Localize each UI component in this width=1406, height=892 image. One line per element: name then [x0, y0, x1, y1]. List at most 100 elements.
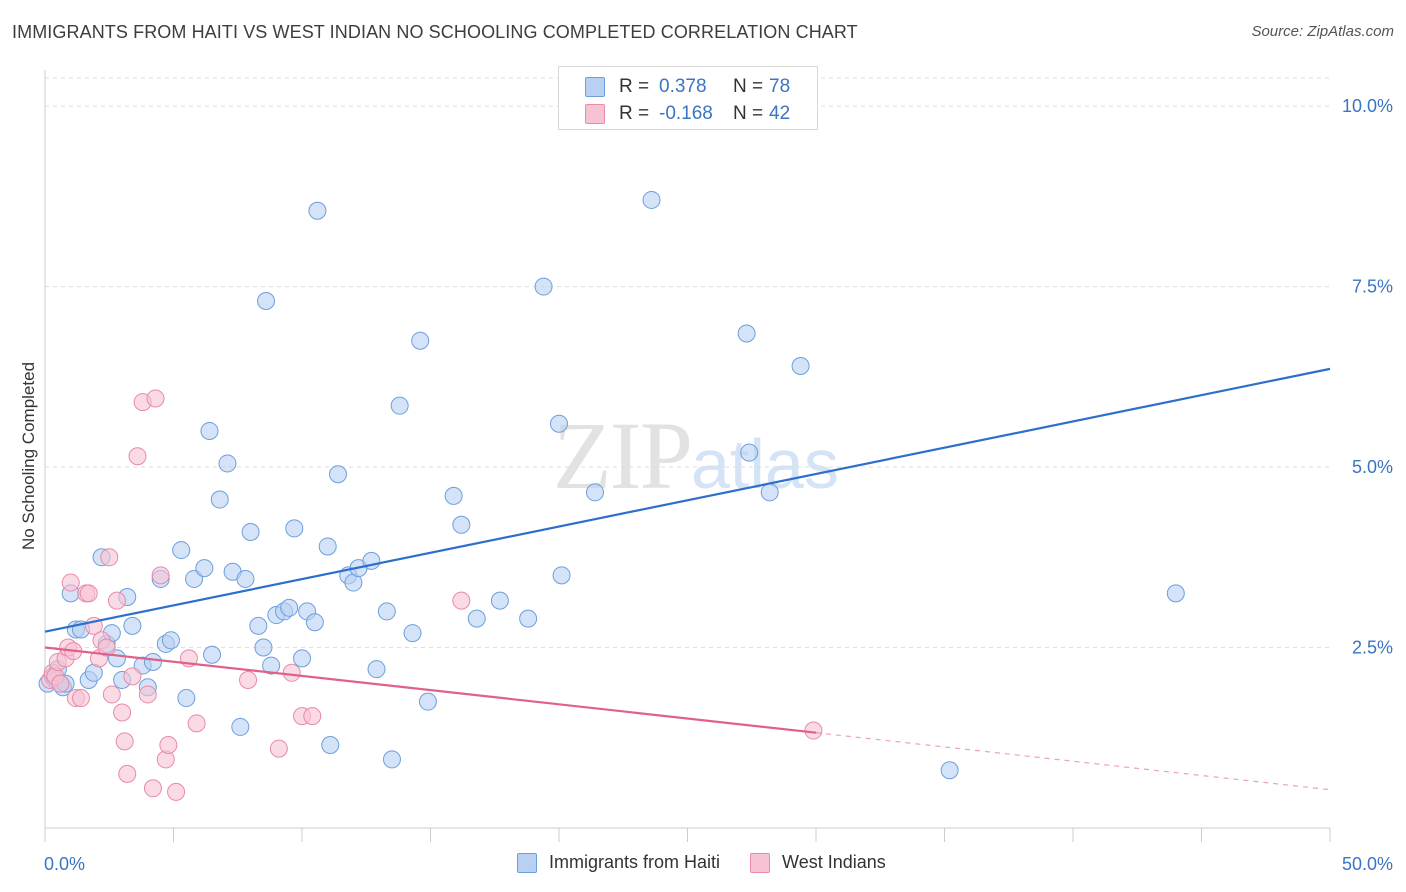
legend-r-value: -0.168	[659, 103, 713, 124]
x-tick-label: 0.0%	[44, 854, 85, 874]
series-label-haiti: Immigrants from Haiti	[549, 852, 721, 872]
y-tick-label: 5.0%	[1352, 457, 1393, 477]
west-indians-point	[303, 707, 322, 726]
west-indians-point	[452, 591, 471, 610]
haiti-point	[791, 356, 810, 375]
haiti-point	[285, 519, 304, 538]
chart-title: IMMIGRANTS FROM HAITI VS WEST INDIAN NO …	[12, 22, 858, 42]
haiti-point	[490, 591, 509, 610]
series-swatch-haiti	[517, 852, 537, 873]
haiti-point	[143, 652, 162, 671]
haiti-point	[249, 616, 268, 635]
legend-r-label: R =	[619, 103, 650, 124]
y-tick-label: 7.5%	[1352, 277, 1393, 297]
series-label-west-indians: West Indians	[782, 852, 886, 872]
haiti-point	[195, 559, 214, 578]
legend-row-haiti: R = 0.378 N = 78	[585, 74, 790, 100]
west-indians-point	[187, 714, 206, 733]
haiti-point	[257, 292, 276, 311]
haiti-point	[254, 638, 273, 657]
haiti-point	[318, 537, 337, 556]
series-legend-haiti: Immigrants from Haiti	[517, 852, 720, 873]
west-indians-point	[123, 667, 142, 686]
haiti-point	[231, 717, 250, 736]
legend-n-value: 42	[769, 103, 791, 124]
y-tick-label: 2.5%	[1352, 638, 1393, 658]
haiti-point	[377, 602, 396, 621]
legend-r-label: R =	[619, 76, 650, 97]
series-legend-west-indians: West Indians	[750, 852, 886, 873]
west-indians-trend-extension	[815, 732, 1331, 791]
west-indians-point	[804, 721, 823, 740]
haiti-point	[1166, 584, 1185, 603]
haiti-point	[328, 465, 347, 484]
haiti-point	[241, 523, 260, 542]
legend-swatch-haiti	[585, 77, 605, 97]
legend-r-value: 0.378	[659, 76, 707, 97]
west-indians-point	[115, 732, 134, 751]
haiti-point	[177, 689, 196, 708]
correlation-legend: R = 0.378 N = 78 R = -0.168 N = 42	[558, 66, 818, 130]
haiti-point	[418, 692, 437, 711]
west-indians-point	[102, 685, 121, 704]
west-indians-point	[71, 689, 90, 708]
y-axis-label: No Schooling Completed	[19, 362, 38, 550]
haiti-point	[585, 483, 604, 502]
west-indians-point	[151, 566, 170, 585]
west-indians-point	[113, 703, 132, 722]
haiti-point	[550, 414, 568, 433]
legend-n-label: N =	[733, 103, 764, 124]
haiti-point	[740, 443, 759, 462]
haiti-point	[367, 660, 386, 679]
series-legend: Immigrants from Haiti West Indians	[517, 852, 916, 873]
west-indians-point	[61, 573, 80, 592]
haiti-point	[737, 324, 756, 343]
west-indians-point	[107, 591, 126, 610]
haiti-point	[218, 454, 237, 473]
west-indians-point	[51, 674, 70, 693]
haiti-point	[262, 656, 281, 675]
west-indians-point	[167, 782, 186, 801]
haiti-point	[172, 541, 191, 560]
haiti-point	[467, 609, 486, 628]
source-label: Source: ZipAtlas.com	[1251, 23, 1394, 40]
haiti-point	[308, 201, 327, 220]
legend-row-west-indians: R = -0.168 N = 42	[585, 101, 790, 127]
haiti-point	[280, 598, 299, 617]
x-tick-label: 50.0%	[1342, 854, 1393, 874]
west-indians-point	[282, 663, 301, 682]
haiti-point	[293, 649, 311, 668]
haiti-point	[390, 396, 409, 415]
west-indians-point	[239, 671, 258, 690]
haiti-point	[411, 331, 430, 350]
west-indians-point	[138, 685, 157, 704]
legend-swatch-west-indians	[585, 104, 605, 124]
y-tick-label: 10.0%	[1342, 96, 1393, 116]
haiti-point	[236, 569, 255, 588]
west-indians-point	[97, 638, 116, 657]
watermark: ZIPatlas	[553, 400, 839, 511]
legend-n-value: 78	[769, 76, 791, 97]
watermark-zip: ZIP	[553, 402, 693, 509]
west-indians-point	[269, 739, 288, 758]
haiti-point	[940, 761, 959, 780]
haiti-trend-line	[44, 367, 1331, 633]
series-swatch-west-indians	[750, 852, 771, 873]
west-indians-point	[100, 548, 119, 567]
haiti-point	[519, 609, 538, 628]
west-indians-point	[118, 764, 137, 783]
haiti-point	[760, 483, 779, 502]
haiti-point	[161, 631, 180, 650]
haiti-point	[452, 515, 471, 534]
haiti-point	[200, 421, 219, 440]
west-indians-point	[143, 779, 162, 798]
west-indians-point	[159, 735, 178, 754]
haiti-point	[382, 750, 401, 769]
haiti-point	[552, 566, 571, 585]
west-indians-point	[79, 584, 98, 603]
haiti-point	[123, 616, 142, 635]
haiti-point	[321, 735, 340, 754]
legend-n-label: N =	[733, 76, 764, 97]
haiti-point	[203, 645, 222, 664]
